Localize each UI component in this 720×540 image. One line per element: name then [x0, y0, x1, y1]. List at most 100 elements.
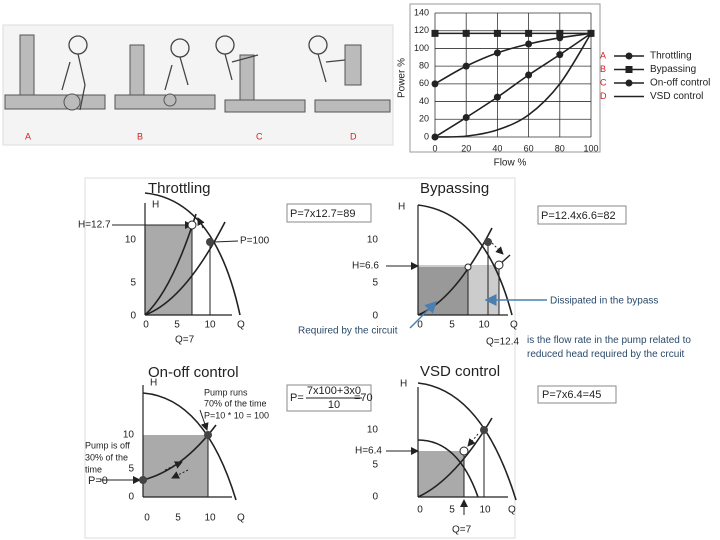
annotation: P=10 * 10 = 100 [204, 410, 269, 420]
legend-label: Bypassing [650, 64, 696, 75]
axis-label: Q [510, 320, 518, 331]
tick-label: 0 [144, 513, 150, 524]
marker [493, 29, 501, 37]
y-tick-label: 0 [424, 131, 429, 141]
tick-label: 10 [125, 235, 137, 246]
point-label: Q=7 [175, 335, 195, 346]
point-label: Q=12.4 [486, 337, 520, 348]
marker [525, 71, 533, 79]
bypassing-diagram: Bypassing P=12.4x6.6=82 H Q 10 5 0 0 5 1… [352, 180, 627, 348]
tick-label: 10 [123, 430, 135, 441]
marker [462, 114, 470, 122]
legend-letter: D [600, 91, 607, 101]
diagram-title: VSD control [420, 363, 500, 380]
tick-label: 0 [417, 505, 423, 516]
formula: P= [290, 392, 304, 404]
annotation: Pump runs [204, 387, 248, 397]
tick-label: 0 [130, 311, 136, 322]
legend-letter: B [600, 64, 606, 74]
tick-label: 5 [130, 278, 136, 289]
y-axis-label: Power % [397, 58, 408, 98]
formula: =70 [354, 392, 373, 404]
x-axis-label: Flow % [494, 158, 527, 169]
y-tick-label: 80 [419, 61, 429, 71]
tick-label: 5 [449, 320, 455, 331]
marker [525, 29, 533, 37]
x-tick-label: 20 [461, 143, 471, 153]
tick-label: 0 [372, 492, 378, 503]
marker [625, 66, 633, 73]
throttling-diagram: Throttling P=7x12.7=89 H Q 10 5 0 0 5 10… [78, 180, 372, 346]
y-tick-label: 20 [419, 114, 429, 124]
note: is the flow rate in the pump related to … [527, 335, 691, 360]
illustration-label: A [25, 131, 31, 141]
y-tick-label: 120 [414, 25, 429, 35]
marker [493, 93, 501, 101]
marker [625, 52, 633, 60]
formula: P=7x12.7=89 [290, 208, 355, 220]
x-tick-label: 80 [555, 143, 565, 153]
annotation: Pump is off [85, 440, 130, 450]
legend-letter: A [600, 50, 606, 60]
tick-label: 5 [128, 464, 134, 475]
axis-label: Q [508, 505, 516, 516]
legend-letter: C [600, 77, 607, 87]
axis-label: H [398, 202, 405, 213]
formula: P=7x6.4=45 [542, 389, 601, 401]
formula: 7x100+3x0 [307, 385, 361, 397]
tick-label: 10 [204, 513, 216, 524]
tick-label: 5 [372, 278, 378, 289]
tick-label: 5 [175, 513, 181, 524]
tick-label: 0 [372, 311, 378, 322]
marker [556, 51, 564, 59]
tick-label: 10 [479, 505, 491, 516]
marker [462, 29, 470, 37]
x-tick-label: 40 [492, 143, 502, 153]
point-label: Q=7 [452, 525, 472, 536]
annotation: time [85, 464, 102, 474]
annotation: P=0 [88, 475, 108, 487]
x-tick-label: 60 [524, 143, 534, 153]
y-tick-label: 100 [414, 43, 429, 53]
x-tick-label: 100 [583, 143, 598, 153]
chart-frame [409, 3, 601, 153]
series-line [434, 32, 592, 138]
point-label: H=6.4 [355, 446, 382, 457]
note: Dissipated in the bypass [550, 296, 658, 307]
y-tick-label: 40 [419, 96, 429, 106]
diagram-title: On-off control [148, 364, 239, 381]
marker [556, 29, 564, 37]
tick-label: 10 [367, 425, 379, 436]
tick-label: 10 [478, 320, 490, 331]
marker [525, 40, 533, 48]
note: Required by the circuit [298, 326, 398, 337]
formula: P=12.4x6.6=82 [541, 210, 616, 222]
tick-label: 5 [174, 320, 180, 331]
y-tick-label: 60 [419, 78, 429, 88]
on-off-diagram: On-off control P= 7x100+3x0 10 =70 H Q 1… [85, 364, 373, 524]
tick-label: 5 [449, 505, 455, 516]
diagram-title: Throttling [148, 180, 211, 197]
formula: 10 [328, 399, 340, 411]
tick-label: 0 [128, 492, 134, 503]
point-label: P=100 [240, 236, 270, 247]
axis-label: H [400, 379, 407, 390]
illustration-label: B [137, 131, 143, 141]
vsd-diagram: VSD control P=7x6.4=45 H Q 10 5 0 0 5 10… [355, 363, 617, 536]
axis-label: H [152, 200, 159, 211]
annotation: 30% of the [85, 452, 128, 462]
legend-label: VSD control [650, 91, 703, 102]
axis-label: H [150, 378, 157, 389]
annotation: 70% of the time [204, 398, 267, 408]
point-label: H=12.7 [78, 220, 111, 231]
legend-label: Throttling [650, 51, 692, 62]
illustration-label: C [256, 131, 263, 141]
tick-label: 0 [417, 320, 423, 331]
marker [431, 29, 439, 37]
axis-label: Q [237, 320, 245, 331]
axis-label: Q [237, 513, 245, 524]
tick-label: 0 [143, 320, 149, 331]
marker [431, 80, 439, 88]
